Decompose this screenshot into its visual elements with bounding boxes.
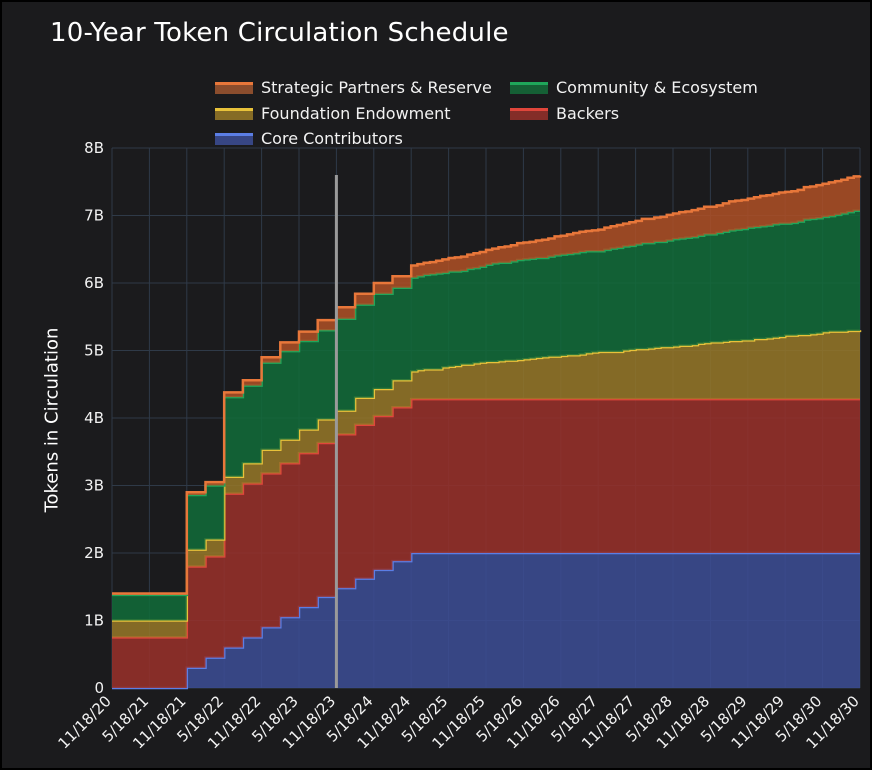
area-core-contributors [112,553,860,688]
area-foundation-endowment [112,330,860,638]
area-strategic-partners-reserve [112,175,860,595]
y-tick-label: 7B [84,207,104,225]
y-tick-label: 8B [84,139,104,157]
y-tick-label: 1B [84,612,104,630]
legend-swatch-backers [510,107,548,120]
y-tick-label: 3B [84,477,104,495]
legend-label: Backers [556,104,620,123]
legend-item-community-ecosystem[interactable]: Community & Ecosystem [510,78,758,97]
legend-label: Strategic Partners & Reserve [261,78,492,97]
legend-item-foundation-endowment[interactable]: Foundation Endowment [215,104,451,123]
legend-label: Foundation Endowment [261,104,451,123]
area-backers [112,399,860,688]
legend-item-backers[interactable]: Backers [510,104,619,123]
legend-label: Community & Ecosystem [556,78,758,97]
legend-label: Core Contributors [261,129,403,148]
legend-swatch-core-contributors [215,132,253,145]
legend-swatch-community-ecosystem [510,81,548,94]
legend-swatch-foundation-endowment [215,107,253,120]
y-tick-label: 6B [84,274,104,292]
legend-item-core-contributors[interactable]: Core Contributors [215,129,403,148]
x-tick-label: 11/18/20 [54,692,114,752]
legend-item-strategic-partners[interactable]: Strategic Partners & Reserve [215,78,492,97]
y-tick-label: 0 [94,679,104,697]
chart-title: 10-Year Token Circulation Schedule [50,18,509,48]
line-strategic-partners-reserve [112,175,862,595]
legend-swatch-strategic-partners [215,81,253,94]
area-community-ecosystem [112,210,860,621]
y-tick-label: 2B [84,544,104,562]
y-tick-label: 5B [84,342,104,360]
y-tick-label: 4B [84,409,104,427]
